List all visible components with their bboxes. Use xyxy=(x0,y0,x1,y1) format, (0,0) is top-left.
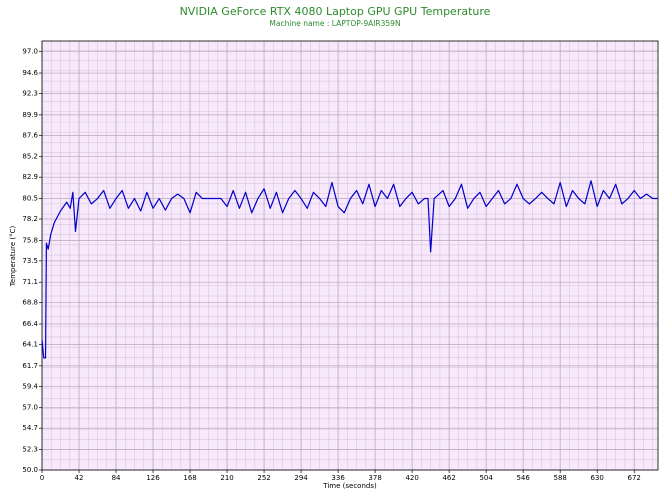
plot-frame xyxy=(41,40,659,471)
x-tick-label: 462 xyxy=(442,474,455,482)
x-tick-label: 252 xyxy=(257,474,270,482)
x-tick-label: 378 xyxy=(368,474,381,482)
y-tick-label: 57.0 xyxy=(22,404,38,412)
y-tick-label: 82.9 xyxy=(22,173,38,181)
y-tick-label: 73.5 xyxy=(22,257,38,265)
y-tick-label: 61.7 xyxy=(22,362,38,370)
y-tick-label: 68.8 xyxy=(22,299,38,307)
y-tick-label: 75.8 xyxy=(22,236,38,244)
temperature-line xyxy=(41,180,658,359)
x-tick-label: 210 xyxy=(220,474,233,482)
y-tick-label: 94.6 xyxy=(22,69,38,77)
x-tick-label: 126 xyxy=(146,474,160,482)
y-tick-label: 54.7 xyxy=(22,424,38,432)
y-tick-label: 85.2 xyxy=(22,153,38,161)
x-tick-label: 294 xyxy=(294,474,308,482)
y-tick-label: 78.2 xyxy=(22,215,38,223)
x-tick-label: 420 xyxy=(405,474,418,482)
y-axis-label: Temperature (°C) xyxy=(9,226,17,288)
x-tick-label: 546 xyxy=(516,474,530,482)
y-tick-label: 50.0 xyxy=(22,466,38,474)
x-tick-label: 630 xyxy=(591,474,604,482)
y-tick-label: 66.4 xyxy=(22,320,38,328)
chart-subtitle: Machine name : LAPTOP-9AIR359N xyxy=(269,19,400,28)
y-tick-label: 87.6 xyxy=(22,131,38,139)
y-tick-label: 71.1 xyxy=(22,278,38,286)
x-tick-label: 42 xyxy=(75,474,84,482)
y-tick-label: 52.3 xyxy=(22,446,38,454)
x-tick-label: 588 xyxy=(553,474,566,482)
x-tick-label: 0 xyxy=(40,474,44,482)
y-tick-label: 59.4 xyxy=(22,382,38,390)
x-tick-label: 672 xyxy=(628,474,641,482)
x-tick-label: 504 xyxy=(479,474,493,482)
x-tick-label: 168 xyxy=(183,474,196,482)
chart-title: NVIDIA GeForce RTX 4080 Laptop GPU GPU T… xyxy=(180,5,491,18)
y-tick-label: 64.1 xyxy=(22,341,38,349)
y-tick-label: 92.3 xyxy=(22,90,38,98)
y-tick-label: 89.9 xyxy=(22,111,38,119)
x-tick-label: 336 xyxy=(331,474,345,482)
y-tick-label: 80.5 xyxy=(22,195,38,203)
x-tick-label: 84 xyxy=(112,474,121,482)
y-tick-label: 97.0 xyxy=(22,48,38,56)
x-axis-label: Time (seconds) xyxy=(322,482,377,490)
